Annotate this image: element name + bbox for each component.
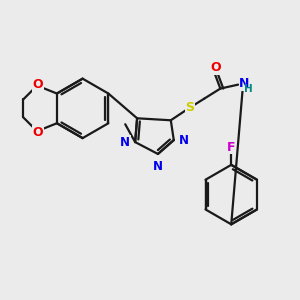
Text: O: O	[33, 78, 44, 91]
Text: H: H	[244, 84, 253, 94]
Text: O: O	[210, 61, 221, 74]
Text: N: N	[179, 134, 189, 147]
Text: N: N	[153, 160, 163, 173]
Text: O: O	[33, 126, 44, 139]
Text: S: S	[185, 101, 194, 114]
Text: N: N	[120, 136, 130, 148]
Text: N: N	[239, 77, 250, 90]
Text: F: F	[227, 140, 236, 154]
